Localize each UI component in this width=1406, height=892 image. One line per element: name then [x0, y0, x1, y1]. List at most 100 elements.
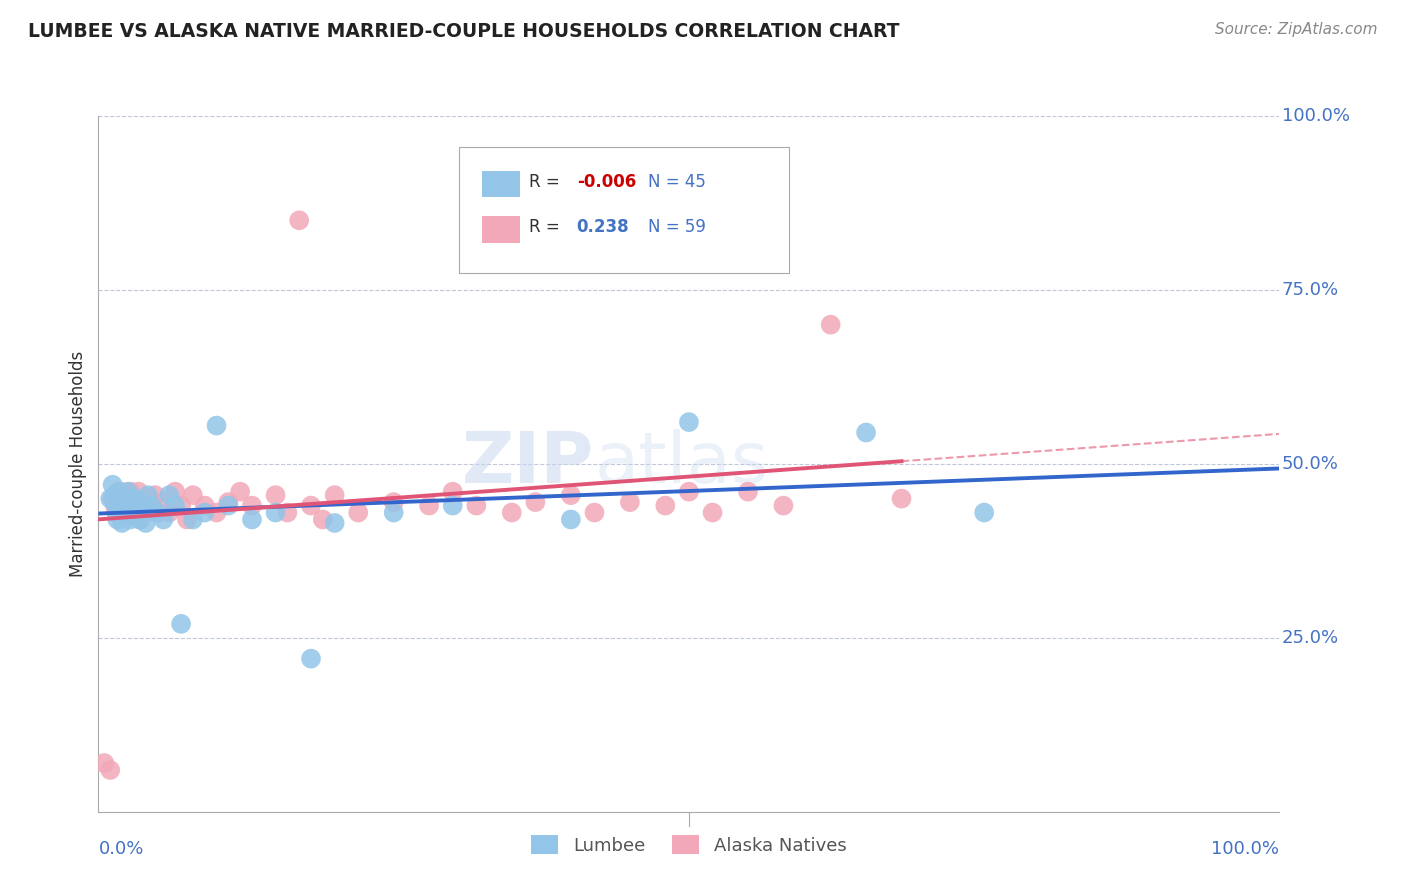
Point [146, 506, 169, 520]
Point [264, 506, 287, 520]
Point [104, 488, 127, 502]
Point [108, 502, 131, 516]
Point [141, 499, 163, 513]
Text: LUMBEE VS ALASKA NATIVE MARRIED-COUPLE HOUSEHOLDS CORRELATION CHART: LUMBEE VS ALASKA NATIVE MARRIED-COUPLE H… [28, 22, 900, 41]
Text: ZIP: ZIP [463, 429, 595, 499]
Point [418, 499, 440, 513]
Point [560, 488, 582, 502]
Point [104, 499, 127, 513]
Point [146, 506, 169, 520]
Point [93, 756, 115, 770]
Point [501, 506, 523, 520]
Legend: Lumbee, Alaska Natives: Lumbee, Alaska Natives [524, 828, 853, 862]
Point [441, 484, 464, 499]
Point [217, 499, 239, 513]
Text: atlas: atlas [595, 429, 769, 499]
Point [101, 491, 124, 506]
Point [820, 318, 842, 332]
Point [654, 499, 676, 513]
Point [152, 512, 174, 526]
Point [205, 506, 228, 520]
Point [441, 499, 464, 513]
Text: -0.006: -0.006 [576, 173, 636, 191]
Point [240, 499, 263, 513]
Text: 0.238: 0.238 [576, 219, 630, 236]
Point [107, 484, 129, 499]
Point [181, 512, 204, 526]
Text: 100.0%: 100.0% [1282, 107, 1350, 125]
Point [105, 488, 128, 502]
FancyBboxPatch shape [482, 216, 520, 243]
Point [105, 499, 128, 513]
Point [276, 506, 298, 520]
Point [125, 499, 148, 513]
Point [128, 484, 150, 499]
Point [112, 502, 135, 516]
Text: 25.0%: 25.0% [1282, 629, 1339, 647]
Point [465, 499, 488, 513]
Point [105, 506, 128, 520]
Point [135, 506, 157, 520]
Point [264, 488, 287, 502]
Point [205, 418, 228, 433]
Text: N = 59: N = 59 [648, 219, 706, 236]
Point [170, 616, 193, 631]
Point [122, 499, 145, 513]
Point [678, 415, 700, 429]
Text: Source: ZipAtlas.com: Source: ZipAtlas.com [1215, 22, 1378, 37]
Point [890, 491, 912, 506]
Text: N = 45: N = 45 [648, 173, 706, 191]
Point [181, 488, 204, 502]
Point [560, 512, 582, 526]
Point [112, 491, 135, 506]
Point [117, 484, 139, 499]
Text: R =: R = [530, 219, 565, 236]
Point [141, 499, 163, 513]
Point [114, 488, 136, 502]
Point [299, 499, 322, 513]
Point [107, 506, 129, 520]
Point [323, 516, 346, 530]
Point [772, 499, 794, 513]
Point [157, 506, 180, 520]
Point [312, 512, 335, 526]
Point [111, 499, 134, 513]
Point [135, 516, 157, 530]
Point [152, 495, 174, 509]
Point [347, 506, 370, 520]
Point [382, 506, 405, 520]
Point [524, 495, 547, 509]
Point [114, 499, 136, 513]
Point [105, 512, 128, 526]
Point [121, 499, 143, 513]
Point [110, 484, 132, 499]
Point [323, 488, 346, 502]
Point [108, 495, 131, 509]
Y-axis label: Married-couple Households: Married-couple Households [69, 351, 87, 577]
Point [157, 488, 180, 502]
Point [737, 484, 759, 499]
Text: 50.0%: 50.0% [1282, 455, 1339, 473]
Point [194, 506, 217, 520]
Point [124, 491, 146, 506]
Point [127, 506, 149, 520]
FancyBboxPatch shape [458, 147, 789, 273]
Point [110, 495, 132, 509]
Point [229, 484, 252, 499]
Point [101, 477, 124, 491]
Point [132, 495, 155, 509]
Point [132, 502, 155, 516]
Point [121, 502, 143, 516]
Point [117, 506, 139, 520]
Point [583, 506, 606, 520]
FancyBboxPatch shape [482, 171, 520, 197]
Point [129, 495, 152, 509]
Text: R =: R = [530, 173, 565, 191]
Point [288, 213, 311, 227]
Point [98, 491, 121, 506]
Point [136, 491, 159, 506]
Point [217, 495, 239, 509]
Point [619, 495, 641, 509]
Point [165, 484, 187, 499]
Point [120, 484, 142, 499]
